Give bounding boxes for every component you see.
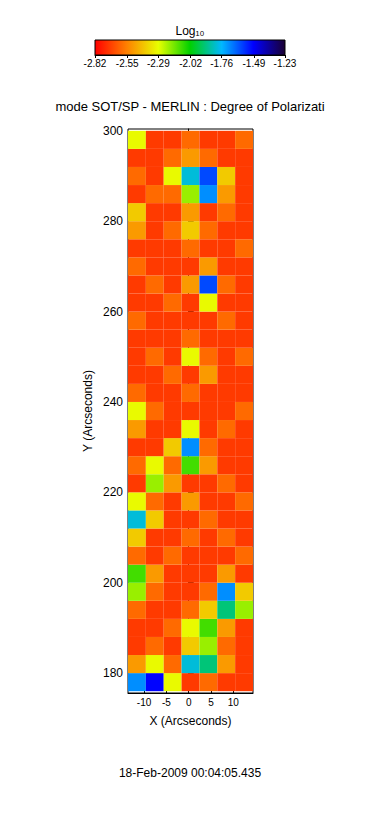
svg-text:-2.29: -2.29	[147, 58, 170, 69]
svg-text:200: 200	[103, 576, 123, 590]
svg-text:0: 0	[186, 697, 192, 708]
svg-text:220: 220	[103, 485, 123, 499]
svg-text:-1.23: -1.23	[274, 58, 297, 69]
svg-text:10: 10	[228, 697, 240, 708]
svg-text:18-Feb-2009 00:04:05.435: 18-Feb-2009 00:04:05.435	[119, 766, 261, 780]
svg-text:-2.55: -2.55	[116, 58, 139, 69]
svg-text:-1.49: -1.49	[243, 58, 266, 69]
svg-text:260: 260	[103, 305, 123, 319]
svg-text:180: 180	[103, 666, 123, 680]
svg-text:-10: -10	[137, 697, 152, 708]
svg-text:300: 300	[103, 124, 123, 138]
svg-text:mode SOT/SP - MERLIN : Degree: mode SOT/SP - MERLIN : Degree of Polariz…	[55, 99, 324, 114]
svg-text:Log₁₀: Log₁₀	[175, 24, 204, 38]
svg-text:X (Arcseconds): X (Arcseconds)	[149, 714, 231, 728]
svg-text:-2.82: -2.82	[84, 58, 107, 69]
svg-text:280: 280	[103, 214, 123, 228]
svg-text:-2.02: -2.02	[179, 58, 202, 69]
svg-text:5: 5	[208, 697, 214, 708]
svg-text:-5: -5	[162, 697, 171, 708]
svg-text:-1.76: -1.76	[210, 58, 233, 69]
svg-text:Y (Arcseconds): Y (Arcseconds)	[81, 370, 95, 452]
svg-text:240: 240	[103, 395, 123, 409]
